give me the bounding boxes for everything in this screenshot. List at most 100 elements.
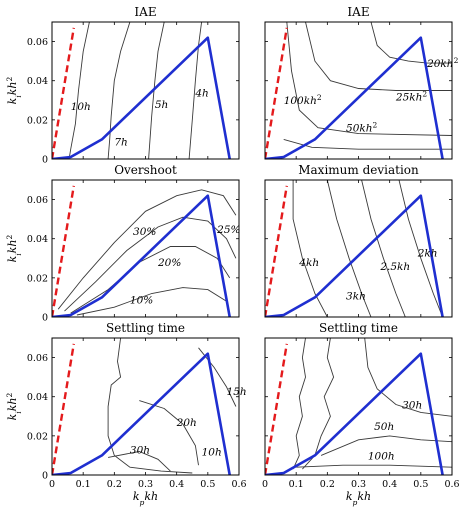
x-axis-label: kpkh [346,490,371,507]
stability-boundary [265,352,444,475]
contour-label: 3kh [346,290,366,302]
contour-line [70,246,231,314]
contour-line [76,287,227,316]
contour-line [139,400,199,466]
y-tick-label: 0.02 [27,115,48,126]
x-tick-label: 0.3 [351,479,366,490]
subplot-1: IAE 10h 7h 5h 4h 0 0.02 0.04 0.06 kikh2 [5,5,240,166]
y-tick-label: 0 [42,313,48,324]
subplot-6: Settling time 30h 50h 100h 0 0.1 0.2 0.3 0.4 0.5 0… [262,321,460,507]
dashed-limit-line [52,185,76,317]
contour-label: 10h [202,446,222,458]
subplot-title: IAE [347,5,369,19]
contour-line [361,180,406,317]
y-tick-label: 0.06 [27,37,48,48]
y-tick-label: 0.04 [27,234,48,245]
contour-label: 30h [402,399,422,411]
contour-label: 2.5kh [379,261,410,273]
contour-label: 5h [155,99,168,111]
contour-label: 25% [216,224,240,236]
x-tick-label: 0.2 [107,479,122,490]
y-tick-label: 0 [42,471,48,482]
contour-line [320,435,452,456]
contour-label: 30% [133,226,156,238]
stability-boundary [265,36,444,159]
subplot-2: IAE 20kh2 25kh2 100kh2 50kh2 [264,5,459,160]
y-axis-label: kikh2 [5,392,23,420]
contour-line [398,180,444,317]
contour-label: 50kh2 [346,120,378,135]
contour-label: 20% [157,257,181,269]
stability-boundary [52,352,231,475]
x-tick-label: 0.4 [169,479,184,490]
contour-line [64,216,237,312]
y-tick-label: 0.02 [27,273,48,284]
y-tick-label: 0.04 [27,392,48,403]
dashed-limit-line [265,185,289,317]
dashed-limit-line [52,343,76,475]
x-tick-label: 0.1 [289,479,304,490]
subplot-4: Maximum deviation 4kh 2.5kh 2kh 3kh [264,163,453,318]
y-axis-label: kikh2 [5,234,23,262]
y-axis-label: kikh2 [5,76,23,104]
contour-label: 4kh [298,257,319,269]
contour-line [302,338,335,470]
x-tick-label: 0.4 [382,479,397,490]
x-tick-label: 0.5 [413,479,428,490]
contour-line [364,338,452,417]
y-tick-label: 0.06 [27,195,48,206]
contour-label: 20kh2 [426,56,459,71]
contour-label: 100kh2 [284,93,322,108]
x-axis-label: kpkh [133,490,158,507]
stability-boundary [52,194,231,317]
axes-frame [51,21,240,160]
dashed-limit-line [52,27,76,159]
stability-boundary [265,194,444,317]
contour-line [296,464,452,468]
contour-label: 4h [194,87,208,99]
y-tick-label: 0 [42,155,48,166]
contour-line [292,180,328,317]
contour-line [57,189,237,310]
contour-line [286,22,452,136]
subplot-3: Overshoot 30% 25% 20% 10% 0 0.02 0.04 0.06 kikh2 [5,163,241,324]
contour-label: 2kh [417,247,438,259]
contour-line [188,22,203,159]
subplot-title: Maximum deviation [298,163,419,177]
contour-label: 30h [130,444,150,456]
y-tick-label: 0.04 [27,76,48,87]
contour-line [283,138,452,150]
contour-line [68,22,90,159]
y-tick-label: 0.06 [27,353,48,364]
contour-line [292,338,306,470]
contour-label: 25kh2 [395,89,428,104]
stability-boundary [52,36,231,159]
subplot-title: Settling time [319,321,398,335]
contour-label: 50h [374,421,394,433]
contour-label: 15h [227,386,247,398]
dashed-limit-line [265,343,289,475]
contour-label: 100h [368,450,395,462]
subplot-title: IAE [134,5,156,19]
contour-line [107,338,193,474]
subplot-title: Overshoot [114,163,177,177]
x-tick-label: 0.1 [76,479,91,490]
contour-line [148,22,165,159]
x-tick-label: 0 [49,479,55,490]
contour-line [326,180,372,317]
subplot-5: Settling time 15h 20h 30h 10h 0 0.1 0.2 0.3 0.4 0.… [5,321,247,507]
y-tick-label: 0.02 [27,431,48,442]
subplot-title: Settling time [106,321,185,335]
x-tick-label: 0 [262,479,268,490]
contour-label: 20h [176,417,197,429]
contour-line [370,22,452,64]
contour-line [107,22,131,159]
axes-frame [264,337,453,476]
dashed-limit-line [265,27,289,159]
contour-label: 10% [130,294,153,306]
x-tick-label: 0.6 [444,479,459,490]
x-tick-label: 0.5 [200,479,215,490]
contour-line [108,451,171,472]
x-tick-label: 0.3 [138,479,153,490]
